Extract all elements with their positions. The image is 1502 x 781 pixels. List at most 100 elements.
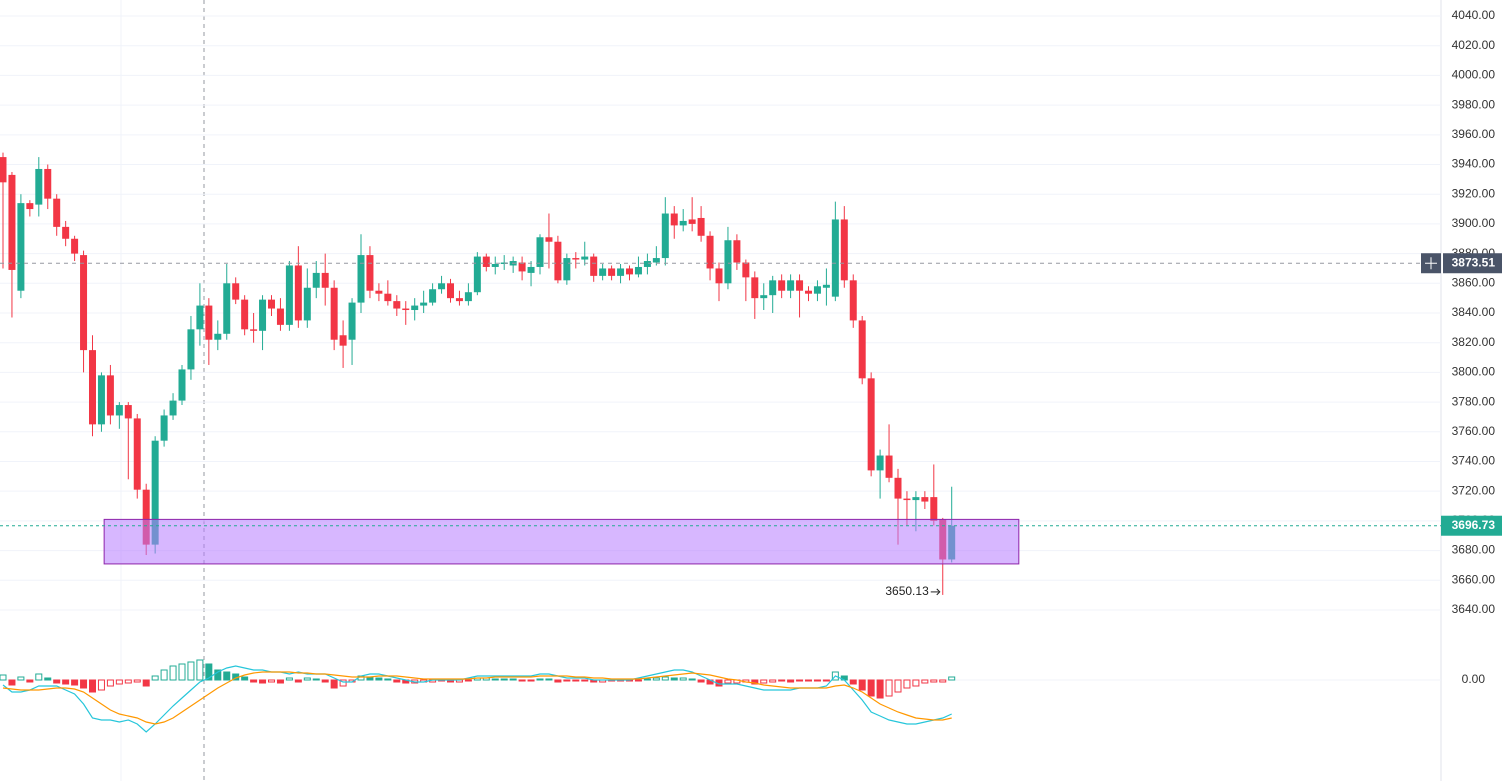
candle-body (805, 290, 812, 294)
candle-body (536, 237, 544, 267)
macd-hist-bar (97, 679, 105, 691)
macd-hist-bar (769, 679, 777, 683)
candle-body (438, 283, 446, 290)
y-tick-label: 3920.00 (1452, 186, 1496, 200)
macd-hist-bar (196, 659, 204, 681)
candle-body (133, 418, 141, 490)
candle-body (375, 290, 383, 294)
macd-hist-bar (518, 679, 526, 682)
macd-hist-bar (796, 679, 804, 682)
candle-body (348, 302, 356, 340)
candle-body (482, 256, 490, 267)
candle-body (661, 213, 669, 259)
candle-body (35, 168, 43, 205)
candle-body (599, 268, 607, 276)
candle-body (822, 284, 830, 288)
candle-body (178, 369, 186, 401)
macd-hist-bar (724, 679, 732, 684)
candle-body (733, 240, 741, 263)
macd-hist-bar (867, 679, 875, 697)
last-price-label: 3696.73 (1452, 518, 1496, 532)
macd-hist-bar (572, 679, 580, 682)
macd-hist-bar (805, 679, 812, 682)
candle-body (142, 489, 150, 545)
y-tick-label: 3740.00 (1452, 454, 1496, 468)
macd-hist-bar (751, 679, 759, 685)
candle-body (151, 440, 159, 545)
candle-body (742, 262, 750, 278)
macd-hist-bar (223, 671, 231, 681)
macd-hist-bar (71, 679, 79, 686)
macd-hist-bar (634, 679, 642, 682)
macd-hist-bar (679, 677, 687, 681)
low-arrow-head (936, 588, 941, 596)
candle-body (214, 333, 222, 340)
candle-body (241, 299, 249, 330)
macd-hist-bar (142, 679, 150, 687)
macd-hist-bar (930, 679, 938, 683)
candle-body (429, 289, 437, 303)
candle-body (8, 174, 16, 270)
candle-body (930, 497, 938, 521)
macd-hist-bar (563, 679, 571, 682)
candle-body (491, 263, 499, 267)
y-tick-label: 3940.00 (1452, 157, 1496, 171)
candle-body (518, 262, 526, 272)
macd-hist-bar (760, 679, 768, 684)
candle-body (0, 157, 7, 183)
macd-hist-bar (500, 678, 508, 681)
candle-body (715, 268, 723, 284)
candle-body (62, 226, 70, 239)
candle-body (724, 240, 732, 284)
macd-hist-bar (581, 679, 589, 682)
candle-body (312, 272, 320, 288)
macd-hist-bar (303, 677, 311, 681)
macd-hist-bar (294, 679, 302, 683)
candle-body (232, 283, 240, 300)
candle-body (545, 237, 553, 242)
macd-hist-bar (464, 679, 472, 682)
candle-body (876, 455, 884, 471)
macd-hist-bar (268, 679, 275, 683)
candle-body (455, 298, 463, 302)
candle-body (26, 203, 34, 210)
y-tick-label: 3780.00 (1452, 394, 1496, 408)
macd-hist-bar (903, 679, 911, 689)
candle-body (276, 308, 284, 325)
macd-hist-bar (17, 676, 25, 681)
y-tick-label: 3660.00 (1452, 572, 1496, 586)
candle-body (205, 305, 213, 340)
macd-hist-bar (375, 677, 383, 681)
macd-hist-bar (214, 669, 222, 681)
candle-body (44, 168, 52, 199)
candle-body (706, 235, 714, 269)
macd-hist-bar (26, 679, 34, 683)
candle-body (285, 265, 293, 325)
macd-hist-bar (285, 677, 293, 681)
candle-body (268, 299, 275, 309)
y-tick-label: 3900.00 (1452, 216, 1496, 230)
macd-hist-bar (169, 665, 177, 681)
candle-body (321, 272, 329, 288)
candle-body (813, 286, 821, 294)
candle-body (894, 477, 902, 499)
macd-hist-bar (241, 676, 249, 681)
macd-hist-bar (787, 679, 795, 683)
y-tick-label: 4020.00 (1452, 38, 1496, 52)
macd-hist-bar (205, 663, 213, 681)
macd-hist-bar (912, 679, 920, 687)
candle-body (626, 268, 633, 275)
macd-hist-bar (393, 679, 401, 683)
candle-body (643, 261, 651, 267)
macd-hist-bar (80, 679, 88, 689)
candle-body (357, 255, 365, 303)
zone-box (103, 518, 1020, 565)
candle-body (447, 283, 454, 299)
candle-body (17, 203, 25, 291)
macd-dif-line (2, 665, 952, 733)
candle-body (124, 405, 132, 419)
y-tick-label: 3800.00 (1452, 365, 1496, 379)
macd-hist-bar (62, 679, 70, 685)
y-tick-label: 3760.00 (1452, 424, 1496, 438)
candle-body (294, 265, 302, 321)
